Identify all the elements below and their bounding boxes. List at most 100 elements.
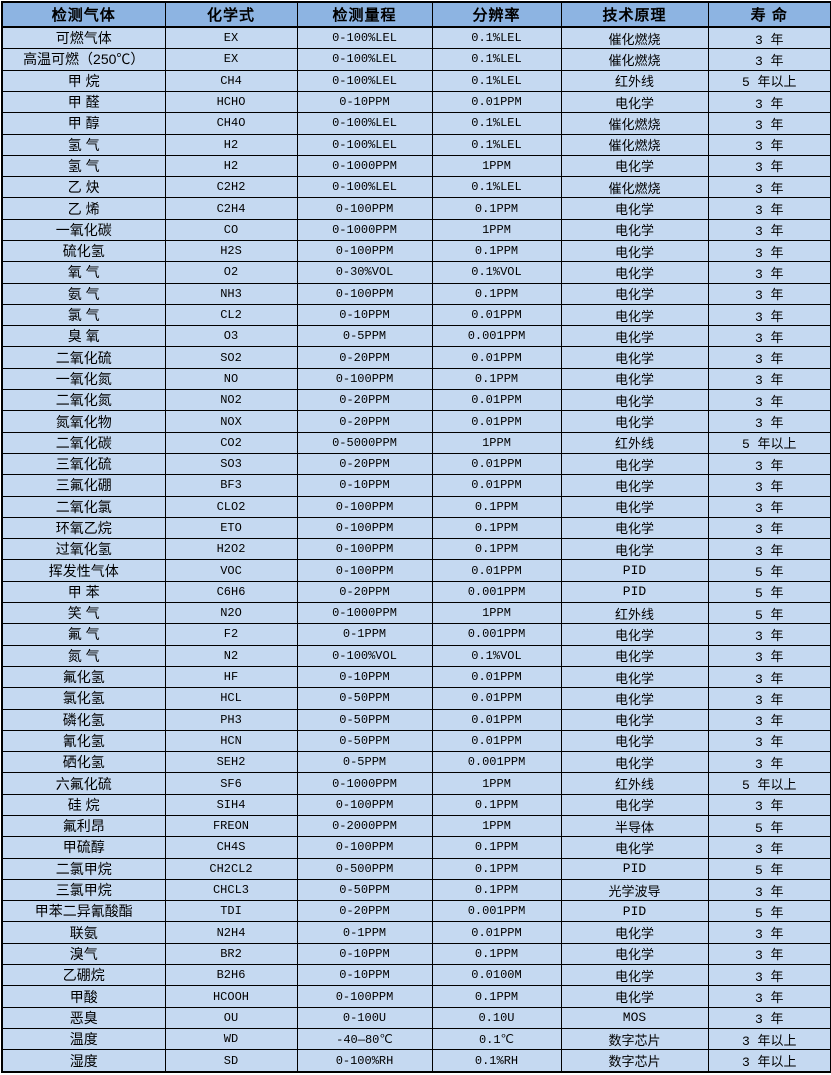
cell-gas-name: 磷化氢 (1, 708, 166, 731)
cell-lifespan: 3 年 (707, 218, 831, 241)
cell-formula: SEH2 (164, 751, 298, 774)
cell-formula: HCL (164, 687, 298, 710)
cell-formula: CH4O (164, 112, 298, 135)
cell-lifespan: 3 年 (707, 325, 831, 348)
cell-lifespan: 3 年 (707, 112, 831, 135)
cell-range: 0-100%RH (296, 1049, 433, 1073)
table-row: 氢 气 H2 0-1000PPM 1PPM 电化学 3 年 (1, 154, 831, 178)
cell-resolution: 0.1PPM (431, 197, 562, 220)
cell-gas-name: 氯化氢 (1, 687, 166, 710)
table-row: 二氧化氯 CLO2 0-100PPM 0.1PPM 电化学 3 年 (1, 495, 831, 518)
cell-formula: O2 (164, 261, 298, 284)
cell-principle: 电化学 (560, 218, 709, 241)
cell-formula: BR2 (164, 942, 298, 966)
cell-gas-name: 氯 气 (1, 303, 166, 327)
table-row: 笑 气 N2O 0-1000PPM 1PPM 红外线 5 年 (1, 602, 831, 625)
cell-gas-name: 氟利昂 (1, 814, 166, 838)
cell-gas-name: 氮 气 (1, 644, 166, 667)
cell-range: 0-20PPM (296, 580, 433, 604)
cell-resolution: 0.001PPM (431, 751, 562, 774)
cell-principle: 电化学 (560, 261, 709, 284)
cell-resolution: 0.1%VOL (431, 644, 562, 667)
cell-formula: B2H6 (164, 964, 298, 987)
cell-formula: OU (164, 1006, 298, 1029)
cell-lifespan: 3 年 (707, 793, 831, 817)
cell-formula: H2S (164, 239, 298, 263)
table-row: 二氧化氮 NO2 0-20PPM 0.01PPM 电化学 3 年 (1, 389, 831, 412)
cell-principle: 电化学 (560, 538, 709, 561)
cell-principle: 催化燃烧 (560, 112, 709, 135)
table-row: 臭 氧 O3 0-5PPM 0.001PPM 电化学 3 年 (1, 325, 831, 348)
cell-formula: EX (164, 26, 298, 50)
cell-resolution: 1PPM (431, 218, 562, 241)
cell-formula: H2O2 (164, 538, 298, 561)
table-header: 检测气体 化学式 检测量程 分辨率 技术原理寿 命 (1, 1, 831, 28)
cell-formula: SO3 (164, 452, 298, 476)
cell-lifespan: 3 年 (707, 26, 831, 50)
table-row: 硒化氢 SEH2 0-5PPM 0.001PPM 电化学 3 年 (1, 751, 831, 774)
table-row: 氮 气 N2 0-100%VOL 0.1%VOL 电化学 3 年 (1, 644, 831, 667)
cell-resolution: 0.01PPM (431, 921, 562, 944)
cell-range: 0-100PPM (296, 985, 433, 1008)
cell-range: 0-100%LEL (296, 48, 433, 71)
cell-principle: 电化学 (560, 282, 709, 305)
cell-principle: 电化学 (560, 516, 709, 540)
cell-gas-name: 二氧化硫 (1, 346, 166, 369)
cell-formula: H2 (164, 154, 298, 178)
cell-principle: 电化学 (560, 367, 709, 391)
cell-principle: 电化学 (560, 410, 709, 433)
col-header-lifespan: 寿 命 (707, 1, 831, 28)
cell-resolution: 0.001PPM (431, 623, 562, 646)
cell-range: 0-100PPM (296, 516, 433, 540)
table-row: 甲苯二异氰酸酯 TDI 0-20PPM 0.001PPM PID 5 年 (1, 900, 831, 923)
cell-gas-name: 二氯甲烷 (1, 857, 166, 880)
cell-lifespan: 3 年 (707, 495, 831, 518)
cell-range: 0-100PPM (296, 495, 433, 518)
cell-formula: SIH4 (164, 793, 298, 817)
cell-formula: BF3 (164, 474, 298, 497)
cell-principle: 催化燃烧 (560, 26, 709, 50)
cell-resolution: 0.1PPM (431, 516, 562, 540)
cell-resolution: 0.001PPM (431, 900, 562, 923)
cell-gas-name: 乙 烯 (1, 197, 166, 220)
table-row: 氮氧化物 NOX 0-20PPM 0.01PPM 电化学 3 年 (1, 410, 831, 433)
cell-principle: 半导体 (560, 814, 709, 838)
cell-formula: O3 (164, 325, 298, 348)
cell-principle: 电化学 (560, 644, 709, 667)
cell-gas-name: 硅 烷 (1, 793, 166, 817)
cell-lifespan: 3 年以上 (707, 1049, 831, 1073)
cell-principle: 催化燃烧 (560, 176, 709, 199)
cell-resolution: 1PPM (431, 154, 562, 178)
cell-resolution: 0.1PPM (431, 282, 562, 305)
cell-resolution: 0.1PPM (431, 367, 562, 391)
cell-principle: 电化学 (560, 474, 709, 497)
cell-formula: EX (164, 48, 298, 71)
table-row: 一氧化氮 NO 0-100PPM 0.1PPM 电化学 3 年 (1, 367, 831, 391)
cell-principle: 电化学 (560, 665, 709, 689)
cell-resolution: 0.01PPM (431, 687, 562, 710)
col-header-formula: 化学式 (164, 1, 298, 28)
cell-gas-name: 乙 炔 (1, 176, 166, 199)
cell-lifespan: 3 年 (707, 239, 831, 263)
cell-principle: 红外线 (560, 431, 709, 454)
cell-principle: 电化学 (560, 985, 709, 1008)
cell-gas-name: 二氧化氯 (1, 495, 166, 518)
table-row: 过氧化氢 H2O2 0-100PPM 0.1PPM 电化学 3 年 (1, 538, 831, 561)
cell-formula: N2 (164, 644, 298, 667)
cell-range: 0-10PPM (296, 942, 433, 966)
cell-lifespan: 3 年 (707, 921, 831, 944)
table-row: 一氧化碳 CO 0-1000PPM 1PPM 电化学 3 年 (1, 218, 831, 241)
cell-resolution: 0.1%LEL (431, 26, 562, 50)
cell-range: 0-100PPM (296, 793, 433, 817)
cell-lifespan: 3 年 (707, 985, 831, 1008)
cell-gas-name: 甲 醇 (1, 112, 166, 135)
cell-gas-name: 氟化氢 (1, 665, 166, 689)
cell-gas-name: 联氨 (1, 921, 166, 944)
cell-formula: TDI (164, 900, 298, 923)
cell-formula: FREON (164, 814, 298, 838)
cell-resolution: 0.1%LEL (431, 48, 562, 71)
cell-principle: 电化学 (560, 239, 709, 263)
table-row: 挥发性气体 VOC 0-100PPM 0.01PPM PID 5 年 (1, 559, 831, 582)
table-row: 磷化氢 PH3 0-50PPM 0.01PPM 电化学 3 年 (1, 708, 831, 731)
